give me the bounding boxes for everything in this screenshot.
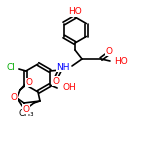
Text: OH: OH: [62, 84, 76, 93]
Text: O: O: [105, 46, 112, 56]
Text: NH: NH: [57, 63, 70, 72]
Text: O: O: [22, 105, 29, 114]
Text: CH₃: CH₃: [18, 108, 34, 117]
Text: Cl: Cl: [6, 63, 15, 72]
Text: O: O: [10, 93, 17, 102]
Text: HO: HO: [114, 57, 128, 66]
Text: HO: HO: [68, 8, 82, 16]
Text: O: O: [52, 76, 60, 85]
Text: O: O: [25, 78, 32, 87]
